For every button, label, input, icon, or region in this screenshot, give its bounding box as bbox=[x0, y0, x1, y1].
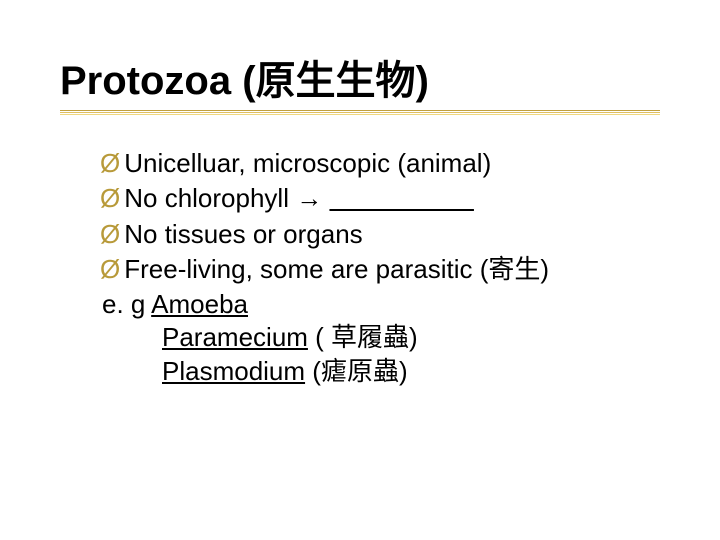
bullet-item-3: Ø No tissues or organs bbox=[100, 218, 660, 251]
example-lead-row: e. g Amoeba bbox=[100, 288, 660, 321]
bullet-marker-icon: Ø bbox=[100, 147, 120, 180]
title-paren-close: ) bbox=[416, 59, 429, 103]
example-row-2: Paramecium ( 草履蟲) bbox=[100, 321, 660, 354]
example-name-1: Amoeba bbox=[151, 289, 248, 319]
bullet-item-2: Ø No chlorophyll → bbox=[100, 182, 660, 215]
bullet-text-3: No tissues or organs bbox=[124, 218, 362, 251]
example-lead: e. g bbox=[102, 289, 151, 319]
example-note-2: ( 草履蟲) bbox=[308, 322, 418, 352]
bullet-text-4: Free-living, some are parasitic (寄生) bbox=[124, 253, 549, 286]
bullet-item-4: Ø Free-living, some are parasitic (寄生) bbox=[100, 253, 660, 286]
bullet-text-1: Unicelluar, microscopic (animal) bbox=[124, 147, 491, 180]
bullet-marker-icon: Ø bbox=[100, 218, 120, 251]
example-name-2: Paramecium bbox=[162, 322, 308, 352]
slide-container: Protozoa (原生生物) Ø Unicelluar, microscopi… bbox=[0, 0, 720, 540]
title-row: Protozoa (原生生物) bbox=[60, 48, 660, 106]
example-name-3: Plasmodium bbox=[162, 356, 305, 386]
underline-3 bbox=[60, 114, 660, 115]
underline-1 bbox=[60, 110, 660, 111]
bullet-marker-icon: Ø bbox=[100, 253, 120, 286]
arrow-icon: → bbox=[296, 183, 322, 213]
bullet-marker-icon: Ø bbox=[100, 182, 120, 215]
bullet-4-cn: 寄生 bbox=[488, 254, 540, 284]
bullet-2-prefix: No chlorophyll bbox=[124, 183, 296, 213]
content-area: Ø Unicelluar, microscopic (animal) Ø No … bbox=[60, 143, 660, 388]
example-row-3: Plasmodium (瘧原蟲) bbox=[100, 355, 660, 388]
underline-2 bbox=[60, 112, 660, 113]
title-paren-open: ( bbox=[231, 59, 255, 103]
bullet-item-1: Ø Unicelluar, microscopic (animal) bbox=[100, 147, 660, 180]
bullet-text-2: No chlorophyll → bbox=[124, 182, 474, 215]
example-note-3: (瘧原蟲) bbox=[305, 356, 408, 386]
bullet-4-prefix: Free-living, some are parasitic ( bbox=[124, 254, 488, 284]
title-underline bbox=[60, 110, 660, 115]
fill-blank bbox=[329, 183, 473, 213]
title-cn: 原生生物 bbox=[256, 59, 416, 103]
title-en: Protozoa bbox=[60, 59, 231, 103]
bullet-4-suffix: ) bbox=[540, 254, 549, 284]
